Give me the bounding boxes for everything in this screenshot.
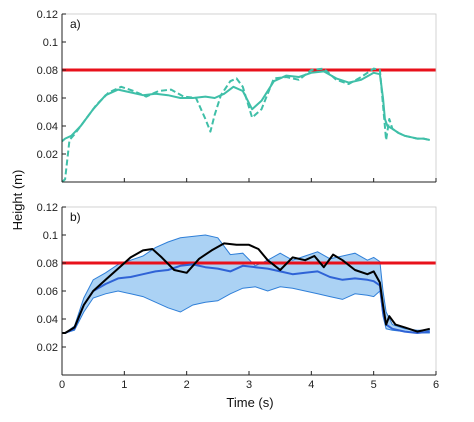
y-tick-label: 0.02 (37, 342, 58, 354)
range-band (62, 235, 430, 333)
x-tick-label: 0 (59, 379, 65, 391)
y-tick-label: 0.1 (43, 37, 58, 49)
y-tick-label: 0.06 (37, 93, 58, 105)
series-line-1 (61, 70, 431, 143)
y-tick-label: 0.04 (37, 121, 58, 133)
series-line-2 (62, 242, 431, 334)
band-upper-edge (62, 234, 430, 334)
x-tick-label: 2 (184, 379, 190, 391)
y-tick-label: 0.08 (37, 65, 58, 77)
x-tick-label: 6 (433, 379, 439, 391)
y-tick-label: 0.06 (37, 286, 58, 298)
y-tick-label: 0.12 (37, 202, 58, 214)
x-axis-label: Time (s) (226, 395, 273, 410)
x-tick-label: 4 (308, 379, 314, 391)
x-tick-label: 1 (121, 379, 127, 391)
panel-a: 0.02 0.04 0.06 0.08 0.1 0.12 a) (37, 9, 437, 183)
y-tick-label: 0.04 (37, 314, 58, 326)
panel-b: 0.02 0.04 0.06 0.08 0.1 0.12 0 1 2 3 4 5 6 b) (37, 202, 439, 391)
series-line-2 (61, 67, 431, 183)
y-tick-label: 0.08 (37, 258, 58, 270)
x-tick-label: 5 (371, 379, 377, 391)
axes-frame (61, 13, 437, 183)
y-tick-label: 0.02 (37, 149, 58, 161)
y-tick-label: 0.1 (43, 230, 58, 242)
panel-label: b) (70, 210, 81, 224)
panel-label: a) (70, 17, 81, 31)
y-axis-label: Height (m) (10, 170, 25, 231)
x-tick-label: 3 (246, 379, 252, 391)
y-tick-label: 0.12 (37, 9, 58, 21)
